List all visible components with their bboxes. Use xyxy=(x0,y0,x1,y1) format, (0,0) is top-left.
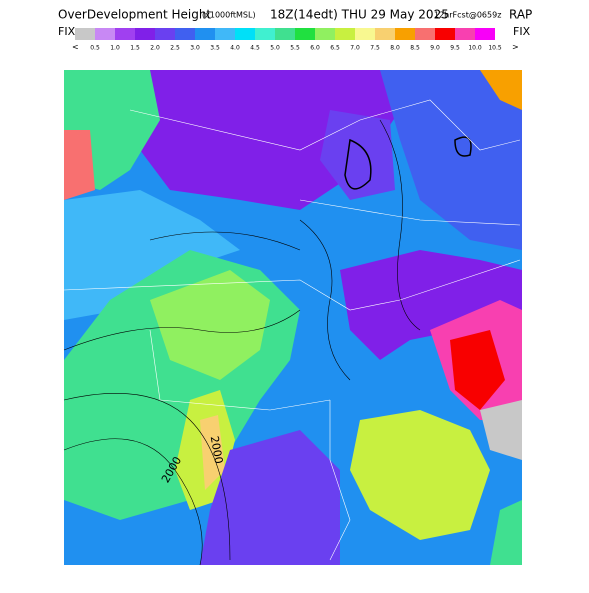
legend-swatch xyxy=(395,28,415,40)
legend-swatch xyxy=(155,28,175,40)
prev-arrow[interactable]: < xyxy=(72,43,79,52)
legend-label: 2.5 xyxy=(170,45,180,52)
legend-label: 9.0 xyxy=(430,45,440,52)
legend-swatch xyxy=(315,28,335,40)
legend-swatch xyxy=(75,28,95,40)
legend-swatch xyxy=(295,28,315,40)
legend-label: 8.5 xyxy=(410,45,420,52)
field-red-w xyxy=(64,130,95,200)
legend-label: 7.0 xyxy=(350,45,360,52)
title: OverDevelopment Height xyxy=(58,8,211,22)
legend-swatch xyxy=(95,28,115,40)
legend-swatch xyxy=(195,28,215,40)
next-arrow[interactable]: > xyxy=(512,43,519,52)
field-blue xyxy=(380,70,522,250)
legend-label: 4.0 xyxy=(230,45,240,52)
legend-label: 10.5 xyxy=(488,45,502,52)
legend-swatch xyxy=(235,28,255,40)
legend-label: 3.0 xyxy=(190,45,200,52)
field-orange-ne xyxy=(480,70,522,110)
field-red xyxy=(450,330,505,410)
legend: 0.5 1.0 1.5 2.0 2.5 3.0 3.5 4.0 4.5 5.0 5.5 6.0 6.5 7… xyxy=(75,28,502,52)
field-violet-s xyxy=(200,430,340,565)
map: 2000 2000 xyxy=(63,70,522,566)
legend-swatch xyxy=(355,28,375,40)
legend-label: 7.5 xyxy=(370,45,380,52)
legend-label: 10.0 xyxy=(468,45,482,52)
legend-swatch xyxy=(335,28,355,40)
field-gray xyxy=(480,400,522,460)
field-violet xyxy=(320,110,395,200)
contours xyxy=(63,119,472,566)
legend-label: 8.0 xyxy=(390,45,400,52)
legend-swatch xyxy=(135,28,155,40)
field-cyan xyxy=(64,190,240,320)
legend-label: 3.5 xyxy=(210,45,220,52)
field-green-se xyxy=(490,500,522,565)
valid-time: 18Z(14edt) THU 29 May 2025 xyxy=(270,8,449,22)
legend-swatch xyxy=(435,28,455,40)
legend-swatch xyxy=(215,28,235,40)
forecast: 12hrFcst@0659z xyxy=(434,11,501,20)
contour-label: 2000 xyxy=(208,435,226,465)
field-lime-se xyxy=(350,410,490,540)
legend-label: 1.5 xyxy=(130,45,140,52)
field-purple-ne xyxy=(340,250,522,360)
legend-label: 2.0 xyxy=(150,45,160,52)
legend-label: 0.5 xyxy=(90,45,100,52)
borders xyxy=(63,99,521,561)
legend-label: 1.0 xyxy=(110,45,120,52)
legend-label: 5.5 xyxy=(290,45,300,52)
legend-swatch xyxy=(175,28,195,40)
legend-swatch xyxy=(275,28,295,40)
legend-swatch xyxy=(375,28,395,40)
legend-swatch xyxy=(115,28,135,40)
legend-label: 5.0 xyxy=(270,45,280,52)
legend-label: 9.5 xyxy=(450,45,460,52)
legend-swatch xyxy=(255,28,275,40)
legend-swatch xyxy=(475,28,495,40)
legend-swatch xyxy=(455,28,475,40)
fix-left[interactable]: FIX xyxy=(58,25,76,38)
units: (x1000ftMSL) xyxy=(202,11,256,20)
legend-label: 6.5 xyxy=(330,45,340,52)
legend-label: 6.0 xyxy=(310,45,320,52)
field-lime xyxy=(150,270,270,380)
fix-right[interactable]: FIX xyxy=(513,25,531,38)
model: RAP xyxy=(509,8,532,22)
legend-swatch xyxy=(415,28,435,40)
legend-label: 4.5 xyxy=(250,45,260,52)
